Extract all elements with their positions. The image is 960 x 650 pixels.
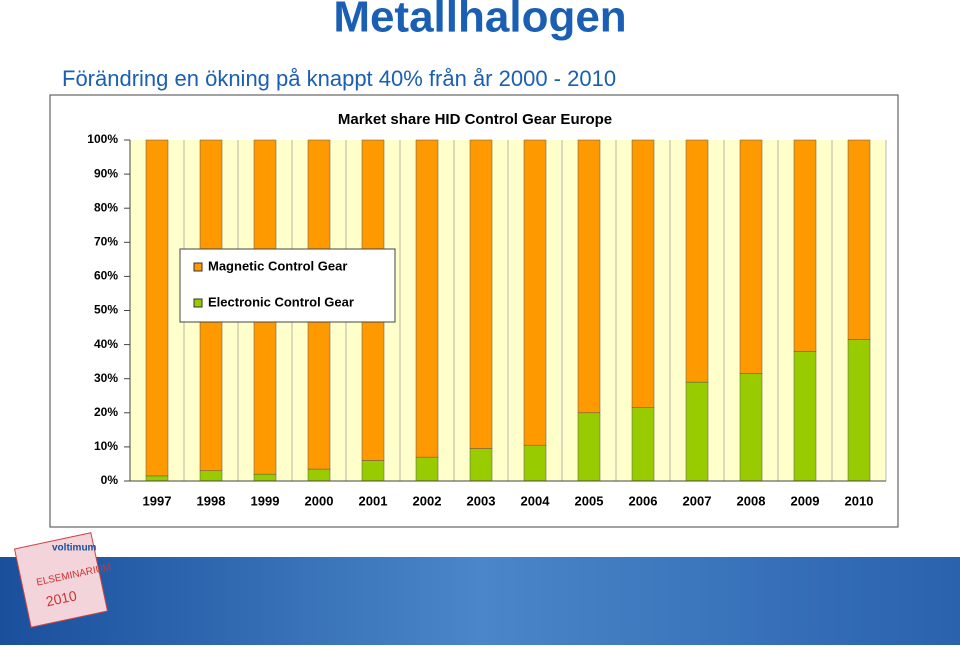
slide-title: Metallhalogen [333,0,626,42]
bar-segment [739,139,763,374]
legend-label: Electronic Control Gear [208,294,354,309]
bar-segment [685,139,709,383]
legend-box [179,248,396,323]
y-tick-label: 20% [94,405,118,419]
bar-segment [415,139,439,458]
x-tick-label: 2006 [629,493,658,508]
bar-segment [253,473,277,482]
bar-segment [469,139,493,449]
x-tick-label: 2000 [305,493,334,508]
legend-swatch [193,298,203,308]
x-tick-label: 1998 [197,493,226,508]
legend-label: Magnetic Control Gear [208,258,347,273]
bar-segment [577,139,601,414]
slide-subtitle: Förändring en ökning på knappt 40% från … [62,66,616,91]
x-tick-label: 2001 [359,493,388,508]
bar-segment [739,373,763,482]
x-tick-label: 2008 [737,493,766,508]
y-tick-label: 90% [94,166,118,180]
plot: 0% 10% 20% 30% 40% 50% 60% 70% 80% 90% 100% 1997 199… [87,132,887,508]
y-tick-label: 10% [94,439,118,453]
y-tick-label: 30% [94,371,118,385]
legend: Magnetic Control Gear Electronic Control … [179,248,396,323]
footer-banner [0,557,960,645]
bar-segment [145,139,169,477]
bar-segment [469,448,493,482]
y-tick-label: 40% [94,337,118,351]
logo-brand: voltimum [52,543,97,554]
y-tick-label: 70% [94,234,118,248]
bar-segment [631,407,655,482]
logo-badge [13,532,109,628]
x-tick-label: 2009 [791,493,820,508]
bar-segment [685,381,709,482]
bar-segment [199,470,223,482]
x-tick-label: 1997 [143,493,172,508]
x-tick-label: 2004 [521,493,551,508]
logo-year: 2010 [44,587,78,609]
bar-segment [847,339,871,482]
bar-segment [307,468,331,482]
bar-segment [523,139,547,446]
bar-segment [415,456,439,482]
x-tick-label: 2005 [575,493,604,508]
bar-segment [793,139,817,352]
y-tick-label: 100% [87,132,118,146]
bar-segment [847,139,871,340]
x-tick-label: 2003 [467,493,496,508]
x-tick-label: 2007 [683,493,712,508]
legend-swatch [193,262,203,272]
y-tick-label: 50% [94,303,118,317]
y-tick-label: 0% [101,473,119,487]
bar-segment [361,460,385,482]
bar-segment [577,412,601,482]
x-tick-label: 2002 [413,493,442,508]
y-tick-label: 60% [94,269,118,283]
bar-segment [145,475,169,482]
x-tick-label: 2010 [845,493,874,508]
bar-segment [523,444,547,482]
bar-segment [793,351,817,482]
y-tick-label: 80% [94,200,118,214]
chart-title: Market share HID Control Gear Europe [338,111,612,128]
x-tick-label: 1999 [251,493,280,508]
logo: voltimum ELSEMINARIUM 2010 [13,532,112,628]
bar-segment [631,139,655,408]
